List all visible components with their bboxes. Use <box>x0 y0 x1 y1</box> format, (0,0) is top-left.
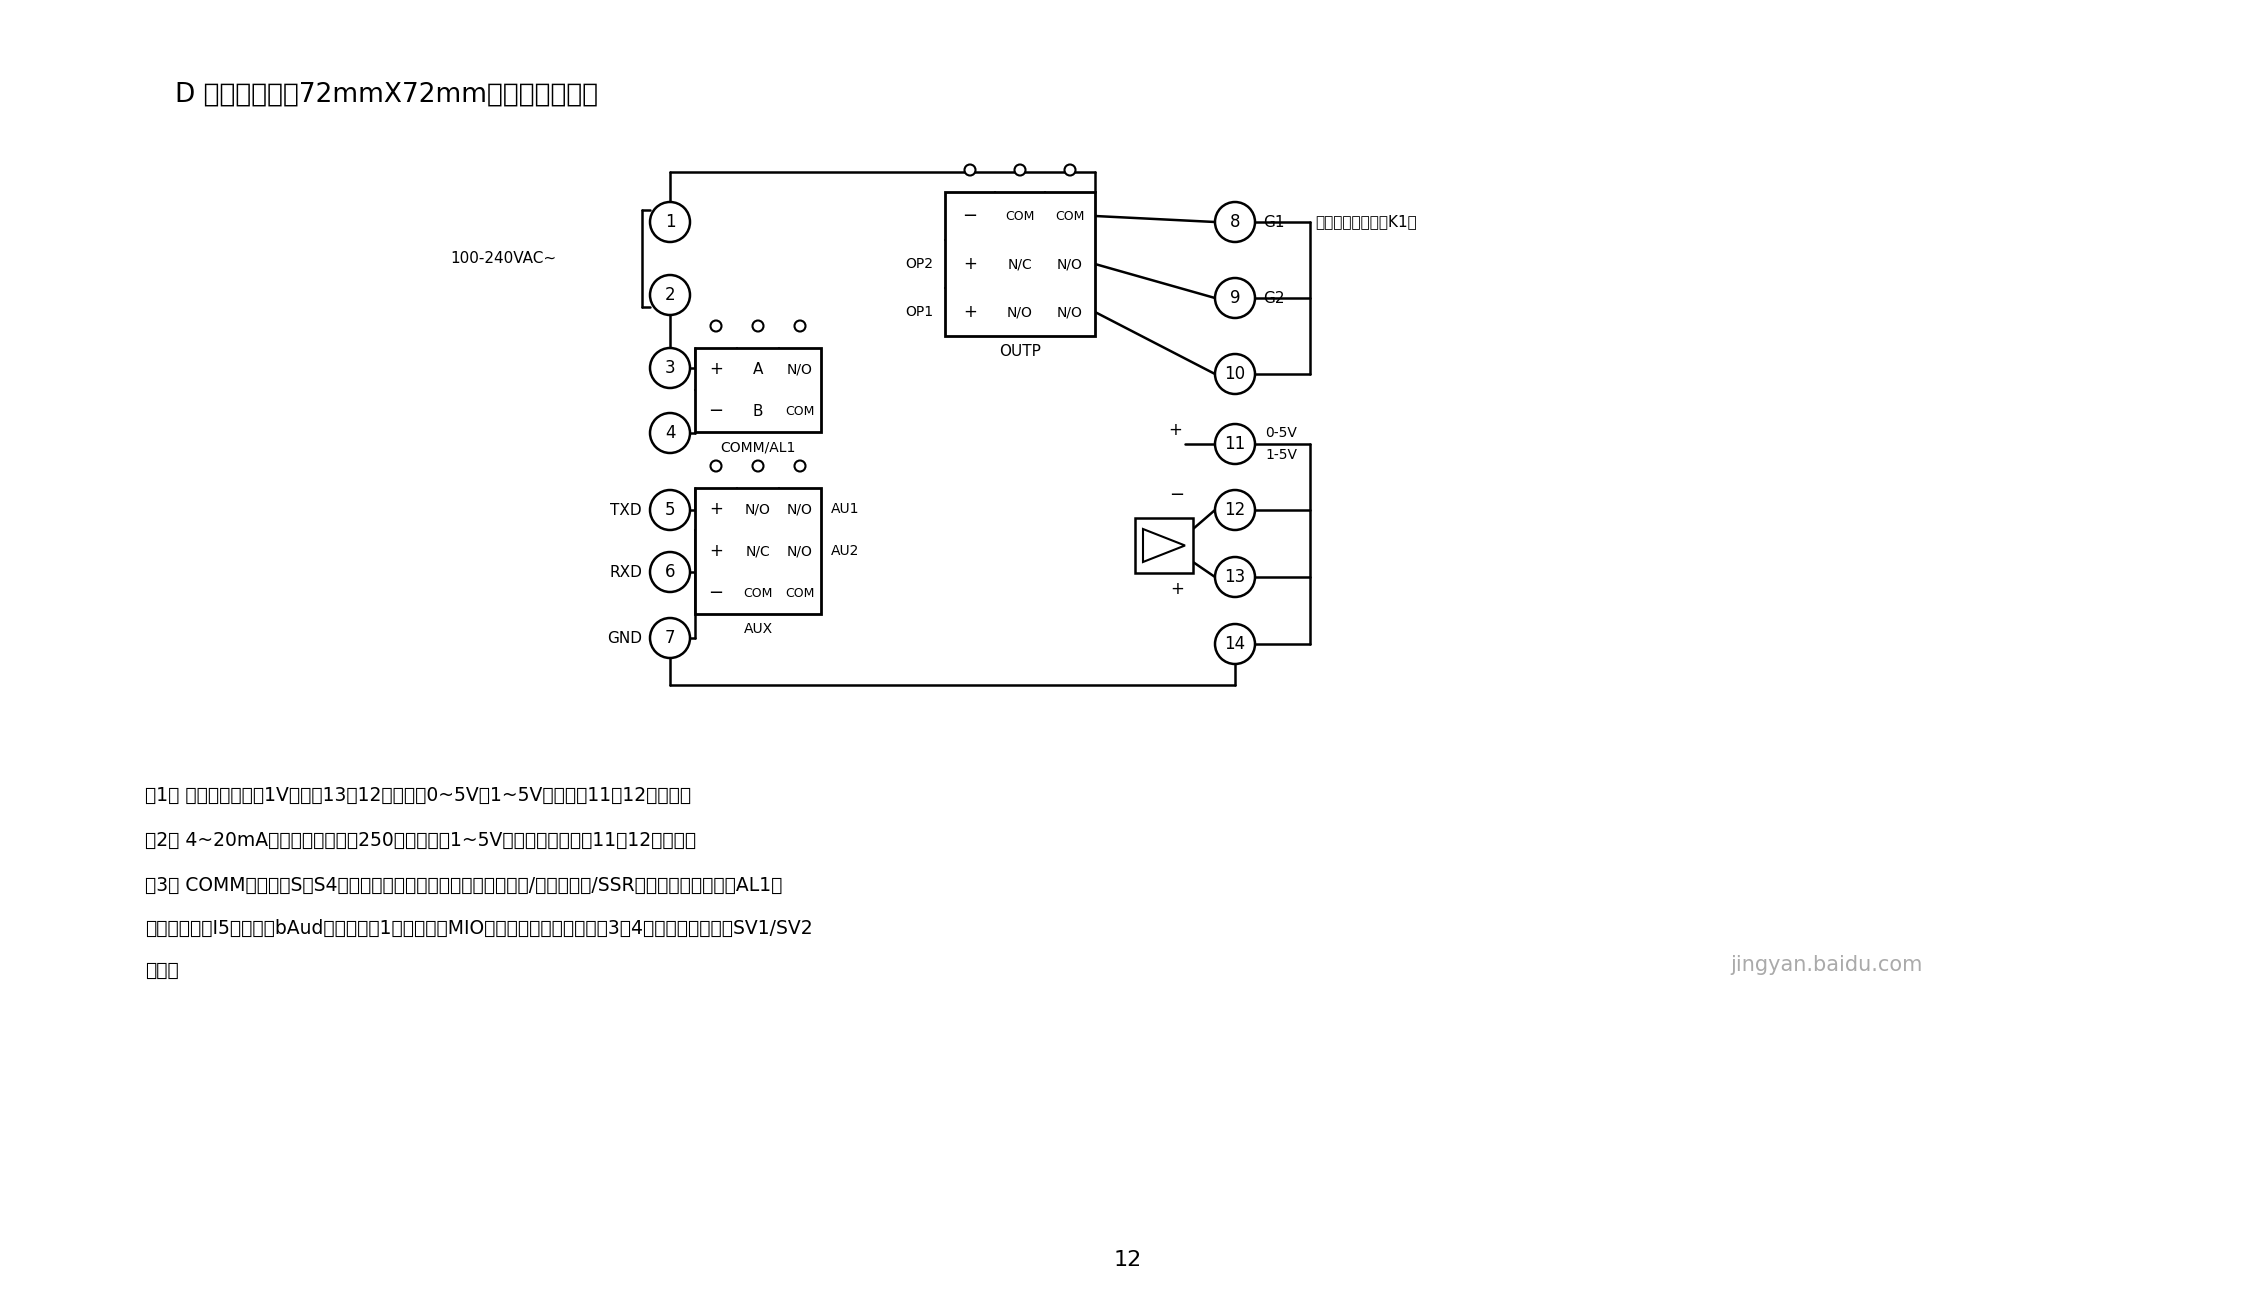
Text: −: − <box>708 584 724 602</box>
Circle shape <box>650 275 690 316</box>
Text: OUTP: OUTP <box>999 343 1040 359</box>
Text: 11: 11 <box>1225 435 1245 452</box>
Text: +: + <box>708 360 722 377</box>
Text: A: A <box>754 362 763 376</box>
Text: 警输出；安装I5模块并将bAud参数设置为1，则可虚拟MIO模块开关量输入功能，在3、4端外接的开关实现SV1/SV2: 警输出；安装I5模块并将bAud参数设置为1，则可虚拟MIO模块开关量输入功能，… <box>144 918 812 938</box>
Text: 可控硅触发输出（K1）: 可控硅触发输出（K1） <box>1315 214 1417 230</box>
Text: +: + <box>1169 421 1182 439</box>
Bar <box>1135 518 1193 573</box>
Text: N/O: N/O <box>787 544 812 558</box>
Bar <box>945 192 1094 337</box>
Bar <box>695 348 821 433</box>
Text: 注3： COMM位置安装S或S4通讯接口模块时用于通讯；安装继电器/无触点开关/SSR电压输出模块时用于AL1报: 注3： COMM位置安装S或S4通讯接口模块时用于通讯；安装继电器/无触点开关/… <box>144 876 783 894</box>
Text: −: − <box>708 402 724 419</box>
Circle shape <box>650 618 690 658</box>
Text: 100-240VAC~: 100-240VAC~ <box>449 250 557 266</box>
Text: RXD: RXD <box>609 564 643 580</box>
Circle shape <box>1216 625 1254 664</box>
Text: 8: 8 <box>1230 213 1241 231</box>
Circle shape <box>650 490 690 530</box>
Text: +: + <box>708 500 722 518</box>
Text: 3: 3 <box>666 359 675 377</box>
Text: 注1： 线性电压量程在1V以下的13、12端输入，0~5V及1~5V的信号匔11、12端输入。: 注1： 线性电压量程在1V以下的13、12端输入，0~5V及1~5V的信号匔11… <box>144 785 690 805</box>
Circle shape <box>1065 164 1076 175</box>
Text: 12: 12 <box>1114 1251 1142 1270</box>
Text: 4: 4 <box>666 423 675 442</box>
Circle shape <box>650 552 690 592</box>
Text: N/O: N/O <box>1006 305 1033 320</box>
Text: 切换。: 切换。 <box>144 960 178 980</box>
Circle shape <box>794 321 805 331</box>
Text: N/O: N/O <box>1058 256 1083 271</box>
Text: G1: G1 <box>1263 214 1284 230</box>
Circle shape <box>794 460 805 472</box>
Text: COM: COM <box>785 405 814 417</box>
Circle shape <box>1216 277 1254 318</box>
Text: G2: G2 <box>1263 291 1284 305</box>
Text: 1: 1 <box>666 213 675 231</box>
Circle shape <box>754 321 763 331</box>
Circle shape <box>650 348 690 388</box>
Circle shape <box>1216 558 1254 597</box>
Text: 5: 5 <box>666 501 675 519</box>
Text: N/O: N/O <box>787 362 812 376</box>
Text: COM: COM <box>1056 209 1085 222</box>
Text: 7: 7 <box>666 629 675 647</box>
Text: +: + <box>963 255 977 274</box>
Text: COM: COM <box>1006 209 1036 222</box>
Text: AU1: AU1 <box>830 502 860 515</box>
Text: +: + <box>1171 580 1184 598</box>
Circle shape <box>711 321 722 331</box>
Text: 10: 10 <box>1225 366 1245 383</box>
Text: N/O: N/O <box>787 502 812 515</box>
Text: COMM/AL1: COMM/AL1 <box>720 441 796 454</box>
Circle shape <box>711 460 722 472</box>
Circle shape <box>754 460 763 472</box>
Text: B: B <box>754 404 763 418</box>
Text: 12: 12 <box>1225 501 1245 519</box>
Text: COM: COM <box>785 586 814 600</box>
Text: +: + <box>708 542 722 560</box>
Circle shape <box>966 164 975 175</box>
Text: 注2： 4~20mA线性电流输入可用250欧电阴变为1~5V电压信号，然后从11、12端输入。: 注2： 4~20mA线性电流输入可用250欧电阴变为1~5V电压信号，然后从11… <box>144 831 697 849</box>
Bar <box>695 488 821 614</box>
Text: N/O: N/O <box>744 502 772 515</box>
Text: 6: 6 <box>666 563 675 581</box>
Text: N/C: N/C <box>1008 256 1033 271</box>
Circle shape <box>1216 490 1254 530</box>
Circle shape <box>650 203 690 242</box>
Text: OP2: OP2 <box>905 256 934 271</box>
Circle shape <box>650 413 690 452</box>
Circle shape <box>1015 164 1026 175</box>
Text: −: − <box>1169 487 1184 504</box>
Text: jingyan.baidu.com: jingyan.baidu.com <box>1730 955 1922 974</box>
Text: TXD: TXD <box>611 502 643 518</box>
Circle shape <box>1216 354 1254 394</box>
Text: 2: 2 <box>666 285 675 304</box>
Circle shape <box>1216 203 1254 242</box>
Text: 14: 14 <box>1225 635 1245 654</box>
Text: +: + <box>963 302 977 321</box>
Text: −: − <box>963 206 977 225</box>
Text: 9: 9 <box>1230 289 1241 306</box>
Text: OP1: OP1 <box>905 305 934 320</box>
Text: GND: GND <box>607 630 643 646</box>
Text: N/C: N/C <box>747 544 769 558</box>
Text: AUX: AUX <box>744 622 772 636</box>
Text: D 型面板仪表（72mmX72mm）接线图如下：: D 型面板仪表（72mmX72mm）接线图如下： <box>176 82 598 108</box>
Text: N/O: N/O <box>1058 305 1083 320</box>
Text: AU2: AU2 <box>830 544 860 558</box>
Text: 1-5V: 1-5V <box>1266 448 1297 462</box>
Text: 0-5V: 0-5V <box>1266 426 1297 441</box>
Text: 13: 13 <box>1225 568 1245 586</box>
Text: COM: COM <box>742 586 774 600</box>
Circle shape <box>1216 423 1254 464</box>
